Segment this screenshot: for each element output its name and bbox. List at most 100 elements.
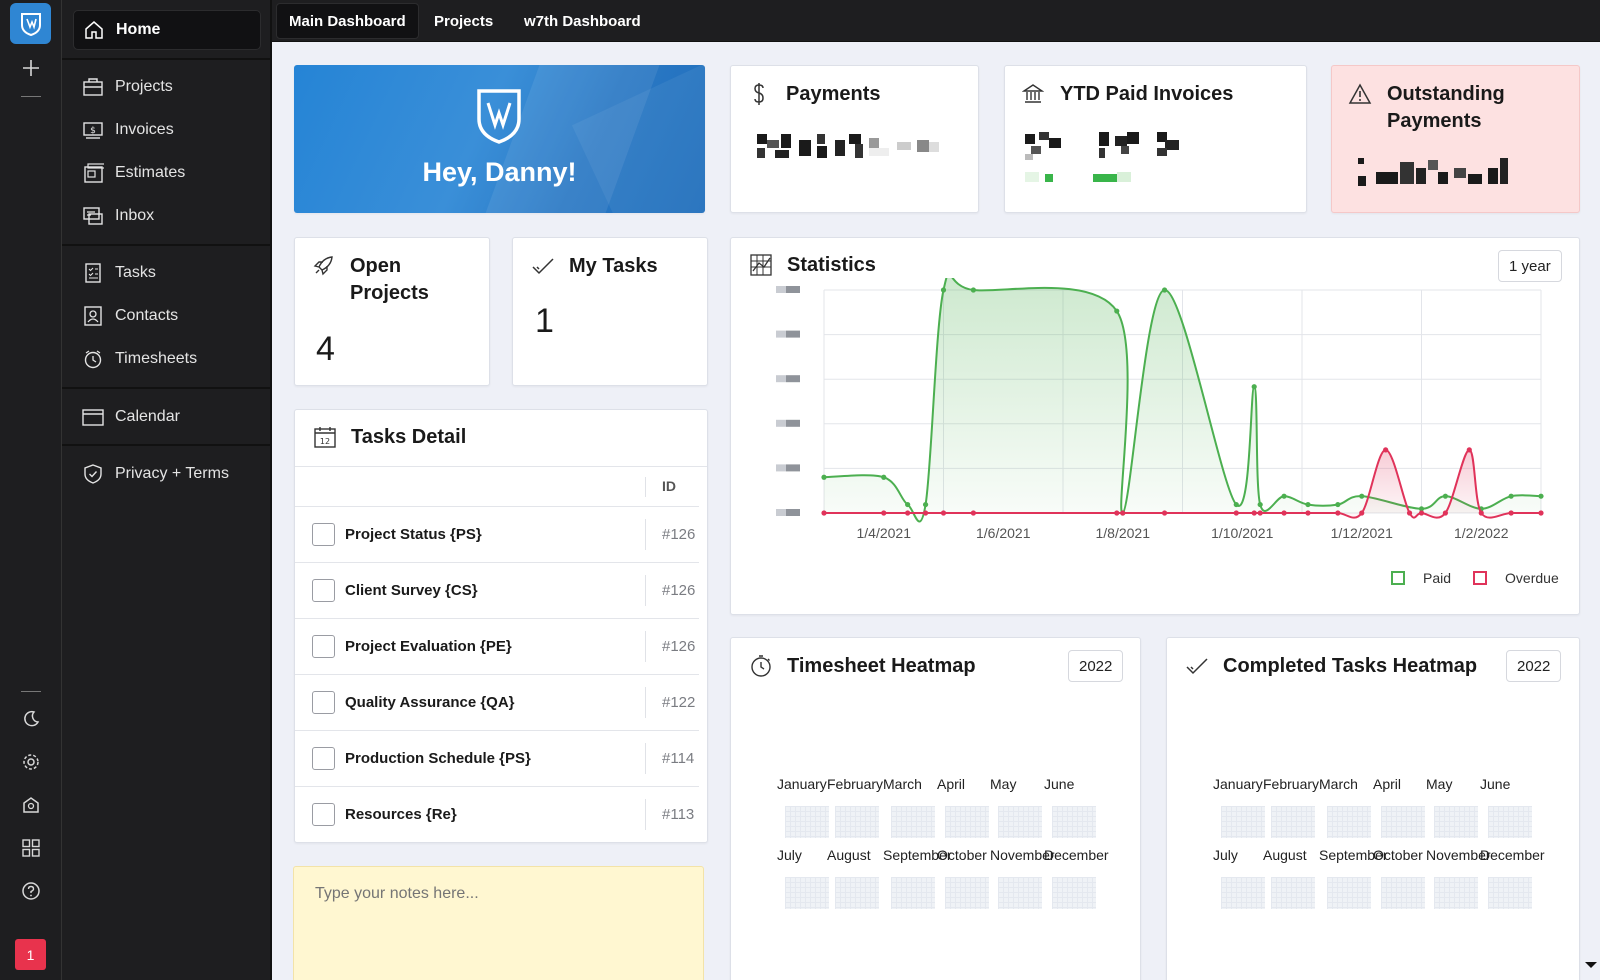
heatmap-month-grid[interactable] — [1052, 877, 1096, 909]
data-point-paid — [970, 287, 976, 293]
column-header-id[interactable]: ID — [662, 478, 676, 494]
heatmap-month-grid[interactable] — [945, 806, 989, 838]
data-point-paid — [1442, 493, 1448, 499]
data-point-overdue — [1233, 510, 1239, 516]
notes-input[interactable] — [294, 867, 703, 980]
open-projects-card[interactable]: Open Projects 4 — [294, 237, 490, 386]
notification-badge[interactable]: 1 — [15, 939, 46, 970]
table-row[interactable]: Resources {Re} #113 — [295, 786, 699, 841]
table-row[interactable]: Quality Assurance {QA} #122 — [295, 674, 699, 729]
tab-projects[interactable]: Projects — [434, 12, 494, 30]
heatmap-month-grid[interactable] — [1434, 877, 1478, 909]
task-checkbox[interactable] — [312, 578, 335, 602]
sidebar-item-label: Home — [116, 21, 161, 38]
y-tick-label-obscured — [776, 419, 800, 427]
data-point-paid — [881, 474, 887, 480]
heatmap-month-grid[interactable] — [1381, 877, 1425, 909]
my-tasks-card[interactable]: My Tasks 1 — [512, 237, 708, 386]
heatmap-month-grid[interactable] — [1271, 877, 1315, 909]
task-name[interactable]: Project Status {PS} — [345, 525, 482, 543]
x-tick-label: 1/10/2021 — [1211, 525, 1273, 541]
table-row[interactable]: Project Status {PS} #126 — [295, 506, 699, 561]
sidebar-item-tasks[interactable]: Tasks — [73, 256, 261, 290]
heatmap-month-grid[interactable] — [785, 806, 829, 838]
heatmap-month-grid[interactable] — [835, 806, 879, 838]
moon-icon[interactable] — [17, 705, 45, 733]
data-point-overdue — [1161, 510, 1168, 516]
heatmap-month-grid[interactable] — [891, 877, 935, 909]
task-name[interactable]: Production Schedule {PS} — [345, 749, 531, 767]
heatmap-month-label: September — [1319, 847, 1388, 863]
heatmap-month-grid[interactable] — [998, 806, 1042, 838]
sidebar-item-home[interactable]: Home — [73, 10, 261, 50]
heatmap-month-label: May — [1426, 776, 1453, 792]
tab-w7th-dashboard[interactable]: w7th Dashboard — [524, 12, 641, 30]
checkmark-icon — [531, 254, 555, 278]
task-checkbox[interactable] — [312, 802, 335, 826]
sidebar-item-calendar[interactable]: Calendar — [73, 400, 261, 434]
sidebar-item-estimates[interactable]: Estimates — [73, 156, 261, 190]
year-select[interactable]: 2022 — [1506, 650, 1562, 682]
year-select[interactable]: 2022 — [1068, 650, 1124, 682]
heatmap-month-label: July — [1213, 847, 1238, 863]
heatmap-month-grid[interactable] — [1488, 806, 1532, 838]
task-checkbox[interactable] — [312, 634, 335, 658]
task-checkbox[interactable] — [312, 690, 335, 714]
heatmap-month-grid[interactable] — [1488, 877, 1532, 909]
heatmap-month-grid[interactable] — [1271, 806, 1315, 838]
heatmap-month-grid[interactable] — [945, 877, 989, 909]
heatmap-month-grid[interactable] — [1434, 806, 1478, 838]
gear-icon[interactable] — [17, 748, 45, 776]
shield-check-icon — [81, 462, 105, 486]
range-select[interactable]: 1 year — [1498, 250, 1562, 282]
sidebar-item-projects[interactable]: Projects — [73, 70, 261, 104]
sidebar-item-timesheets[interactable]: Timesheets — [73, 342, 261, 376]
heatmap-month-grid[interactable] — [1221, 877, 1265, 909]
data-point-paid — [1305, 501, 1311, 508]
task-name[interactable]: Quality Assurance {QA} — [345, 693, 515, 711]
statistics-card: Statistics 1 year 1/4/2021 1/6/2021 1/8/20… — [730, 237, 1580, 615]
task-checkbox[interactable] — [312, 746, 335, 770]
tab-main-dashboard[interactable]: Main Dashboard — [276, 3, 419, 39]
card-title: My Tasks — [569, 255, 658, 277]
task-name[interactable]: Resources {Re} — [345, 805, 457, 823]
table-row[interactable]: Project Evaluation {PE} #126 — [295, 618, 699, 673]
ytd-paid-invoices-card[interactable]: YTD Paid Invoices — [1004, 65, 1307, 213]
legend-paid-swatch[interactable] — [1391, 571, 1405, 585]
heatmap-month-grid[interactable] — [891, 806, 935, 838]
task-checkbox[interactable] — [312, 522, 335, 546]
sidebar-item-invoices[interactable]: $ Invoices — [73, 113, 261, 147]
heatmap-month-grid[interactable] — [1381, 806, 1425, 838]
heatmap-month-grid[interactable] — [1327, 806, 1371, 838]
data-point-overdue — [1442, 510, 1448, 516]
table-row[interactable]: Client Survey {CS} #126 — [295, 562, 699, 617]
heatmap-month-grid[interactable] — [785, 877, 829, 909]
task-name[interactable]: Client Survey {CS} — [345, 581, 478, 599]
heatmap-month-grid[interactable] — [998, 877, 1042, 909]
heatmap-month-grid[interactable] — [1327, 877, 1371, 909]
grid-apps-icon[interactable] — [17, 834, 45, 862]
task-name[interactable]: Project Evaluation {PE} — [345, 637, 512, 655]
heatmap-month-grid[interactable] — [1221, 806, 1265, 838]
app-logo[interactable] — [10, 3, 51, 44]
x-tick-label: 1/4/2021 — [857, 525, 912, 541]
calendar-icon — [81, 405, 105, 429]
payments-card[interactable]: Payments — [730, 65, 979, 213]
outstanding-payments-card[interactable]: Outstanding Payments — [1331, 65, 1580, 213]
legend-overdue-swatch[interactable] — [1473, 571, 1488, 585]
sidebar-item-contacts[interactable]: Contacts — [73, 299, 261, 333]
page-scrollbar[interactable] — [1585, 42, 1600, 980]
svg-text:12: 12 — [320, 437, 330, 446]
heatmap-month-grid[interactable] — [1052, 806, 1096, 838]
sidebar-nav: Home Projects $ Invoices Estimates Inbox… — [62, 0, 272, 980]
heatmap-month-label: June — [1044, 776, 1075, 792]
add-icon[interactable] — [17, 54, 45, 82]
bank-icon — [1021, 82, 1045, 106]
data-point-paid — [922, 501, 929, 508]
table-row[interactable]: Production Schedule {PS} #114 — [295, 730, 699, 785]
sidebar-item-privacy-terms[interactable]: Privacy + Terms — [73, 457, 261, 491]
heatmap-month-grid[interactable] — [835, 877, 879, 909]
shop-icon[interactable] — [17, 791, 45, 819]
sidebar-item-inbox[interactable]: Inbox — [73, 199, 261, 233]
help-icon[interactable] — [17, 877, 45, 905]
